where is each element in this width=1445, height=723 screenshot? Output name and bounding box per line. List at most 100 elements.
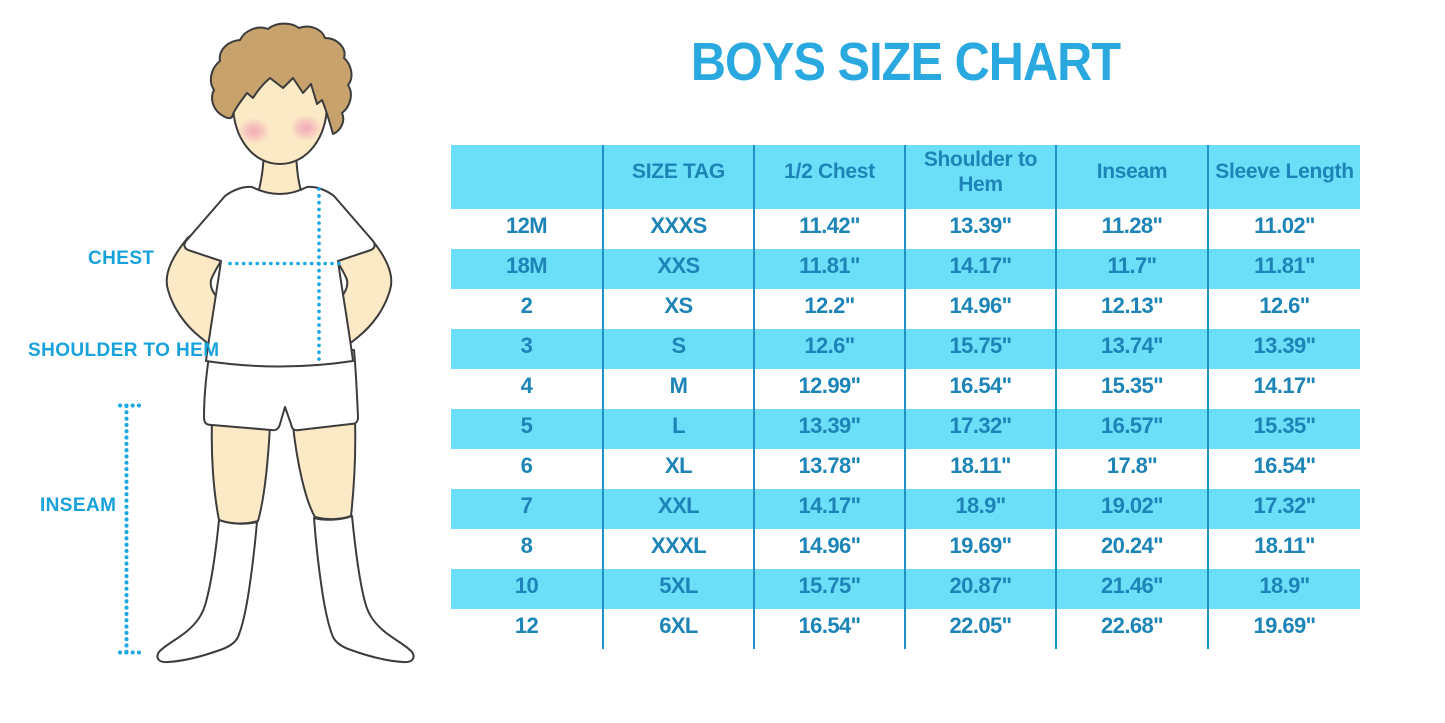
right-leg [291,417,357,521]
left-leg [210,418,272,525]
size-row-5: 5 L 13.39" 17.32" 16.57" 15.35" [451,409,1360,449]
size-row-4: 4 M 12.99" 16.54" 15.35" 14.17" [451,369,1360,409]
size-cell: 10 [451,569,603,609]
inseam-label: INSEAM [40,495,117,516]
right-blush [290,115,322,141]
size-row-6: 6 XL 13.78" 18.11" 17.8" 16.54" [451,449,1360,489]
right-sock [313,515,415,664]
value-cell: XL [602,449,754,489]
value-cell: XXL [602,489,754,529]
value-cell: 22.68" [1055,609,1208,649]
value-cell: 13.39" [1207,329,1360,369]
value-cell: 19.02" [1055,489,1208,529]
value-cell: 19.69" [1207,609,1360,649]
size-row-3: 3 S 12.6" 15.75" 13.74" 13.39" [451,329,1360,369]
size-row-10: 10 5XL 15.75" 20.87" 21.46" 18.9" [451,569,1360,609]
left-sock [156,519,258,664]
value-cell: 14.96" [904,289,1056,329]
value-cell: 13.39" [753,409,905,449]
value-cell: 18.11" [1207,529,1360,569]
page-title: BOYS SIZE CHART [690,32,1121,92]
value-cell: 11.28" [1055,209,1208,249]
value-cell: 18.9" [1207,569,1360,609]
value-cell: 15.35" [1055,369,1208,409]
size-cell: 12M [506,213,548,238]
value-cell: 11.7" [1055,249,1208,289]
value-cell: 12.6" [753,329,905,369]
value-cell: 18.9" [904,489,1056,529]
value-cell: XXXS [602,209,754,249]
value-cell: 5XL [602,569,754,609]
t-shirt [183,185,376,368]
value-cell: 17.32" [904,409,1056,449]
value-cell: 16.54" [753,609,905,649]
value-cell: 20.24" [1055,529,1208,569]
size-cell: 18M [451,249,603,289]
column-header-size-tag: SIZE TAG [602,145,754,209]
size-table: SIZE TAG 1/2 Chest Shoulder to Hem Inseam Sl… [451,145,1360,649]
size-cell: 8 [520,533,533,558]
value-cell: 11.42" [753,209,905,249]
size-row-7: 7 XXL 14.17" 18.9" 19.02" 17.32" [451,489,1360,529]
value-cell: 11.02" [1207,209,1360,249]
shorts [203,349,359,432]
size-cell: 4 [520,373,533,398]
value-cell: XS [602,289,754,329]
value-cell: 16.57" [1055,409,1208,449]
column-header-inseam: Inseam [1055,145,1208,209]
size-row-12: 12 6XL 16.54" 22.05" 22.68" 19.69" [451,609,1360,649]
shoulder-to-hem-label: SHOULDER TO HEM [28,340,220,361]
size-row-8: 8 XXXL 14.96" 19.69" 20.24" 18.11" [451,529,1360,569]
size-cell: 7 [451,489,603,529]
value-cell: 14.96" [753,529,905,569]
value-cell: 12.2" [753,289,905,329]
column-header-shoulder-to-hem: Shoulder to Hem [904,145,1056,209]
hair [209,22,353,135]
chest-label: CHEST [88,248,155,269]
value-cell: 17.8" [1055,449,1208,489]
value-cell: 13.39" [904,209,1056,249]
size-table-body: 12M XXXS 11.42" 13.39" 11.28" 11.02" 18M XXS 11.… [451,209,1360,649]
value-cell: 16.54" [904,369,1056,409]
value-cell: 11.81" [1207,249,1360,289]
value-cell: 12.99" [753,369,905,409]
value-cell: 14.17" [753,489,905,529]
column-header-size [451,145,603,209]
column-header-1-2-chest: 1/2 Chest [753,145,905,209]
size-row-2: 2 XS 12.2" 14.96" 12.13" 12.6" [451,289,1360,329]
size-row-18m: 18M XXS 11.81" 14.17" 11.7" 11.81" [451,249,1360,289]
value-cell: M [602,369,754,409]
size-cell: 3 [451,329,603,369]
value-cell: 11.81" [753,249,905,289]
boy-measurement-figure: CHEST SHOULDER TO HEM INSEAM [0,0,450,723]
value-cell: 15.75" [904,329,1056,369]
value-cell: 16.54" [1207,449,1360,489]
left-blush [238,118,270,144]
value-cell: 21.46" [1055,569,1208,609]
boy-illustration [118,22,415,664]
size-cell: 6 [520,453,533,478]
size-cell: 2 [520,293,533,318]
value-cell: L [602,409,754,449]
value-cell: 22.05" [904,609,1056,649]
value-cell: 13.74" [1055,329,1208,369]
size-cell: 12 [514,613,539,638]
value-cell: 12.13" [1055,289,1208,329]
size-cell: 5 [451,409,603,449]
size-table-header: SIZE TAG 1/2 Chest Shoulder to Hem Inseam Sl… [451,145,1360,209]
value-cell: 12.6" [1207,289,1360,329]
value-cell: 19.69" [904,529,1056,569]
value-cell: S [602,329,754,369]
value-cell: 20.87" [904,569,1056,609]
value-cell: 13.78" [753,449,905,489]
value-cell: 18.11" [904,449,1056,489]
column-header-sleeve-length: Sleeve Length [1207,145,1360,209]
value-cell: 15.75" [753,569,905,609]
value-cell: XXS [602,249,754,289]
value-cell: 14.17" [1207,369,1360,409]
value-cell: 6XL [602,609,754,649]
value-cell: 17.32" [1207,489,1360,529]
value-cell: 14.17" [904,249,1056,289]
header-row: SIZE TAG 1/2 Chest Shoulder to Hem Inseam Sl… [451,145,1360,209]
